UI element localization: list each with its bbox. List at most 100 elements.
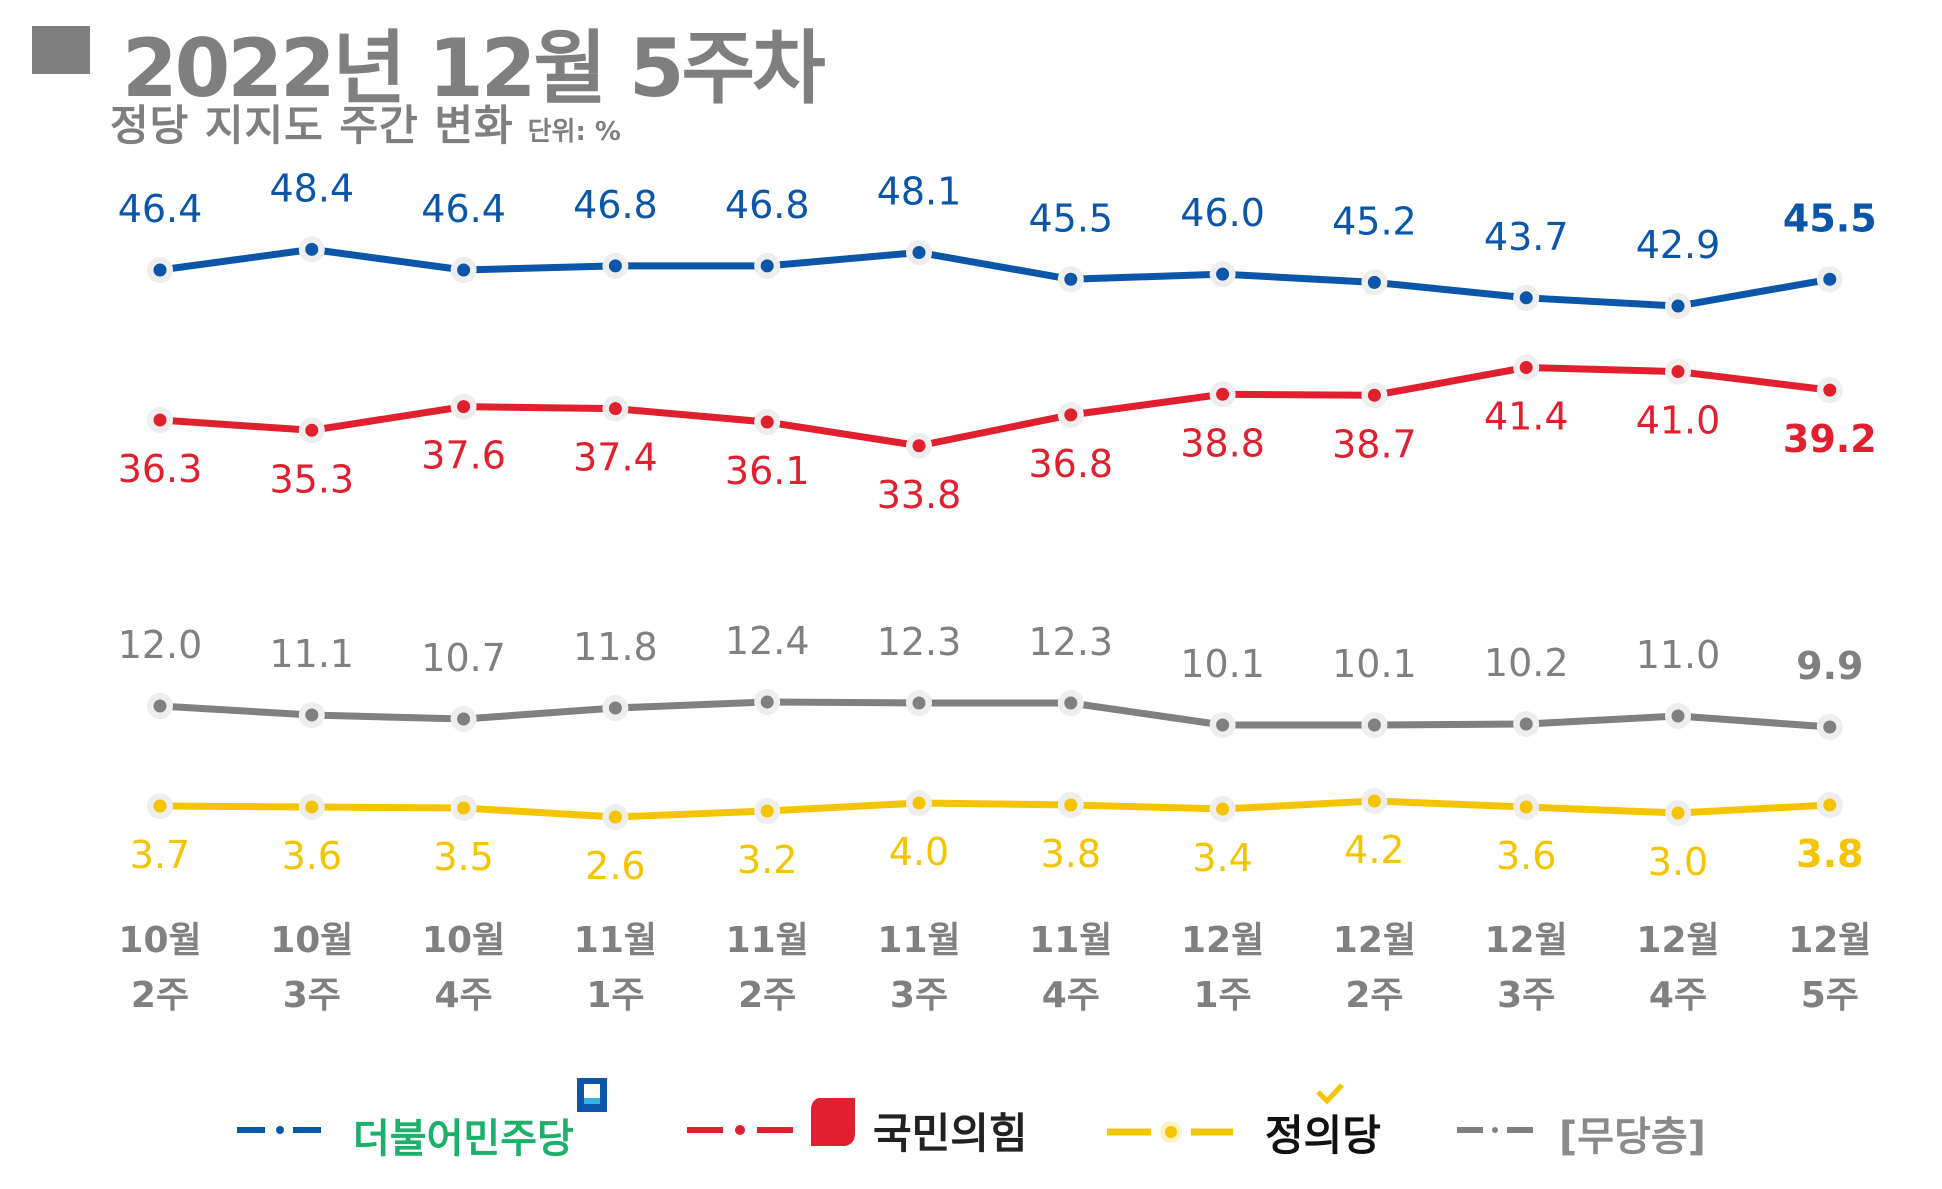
data-point [457,400,471,414]
data-point [1823,272,1837,286]
data-label: 3.7 [130,833,190,877]
data-point [1367,388,1381,402]
data-point [1367,275,1381,289]
data-label: 46.0 [1180,191,1265,235]
series-1: 46.4 48.4 46.4 46.8 46.8 48.1 45.5 46.0 45.2 43.7… [118,166,1877,320]
data-point [1519,717,1533,731]
data-label: 4.0 [889,830,949,874]
data-point [457,712,471,726]
x-tick-week: 5주 [1801,975,1859,1016]
data-point [305,423,319,437]
data-label: 35.3 [269,457,354,501]
series-3: 12.0 11.1 10.7 11.8 12.4 12.3 12.3 10.1 10.1 10.2… [118,619,1863,740]
chart-subtitle: 정당 지지도 주간 변화 [110,101,514,150]
x-tick-month: 10월 [422,920,505,961]
data-point [153,799,167,813]
data-point [1671,709,1685,723]
data-point [305,800,319,814]
data-label: 12.4 [725,619,810,663]
x-tick-month: 12월 [1788,920,1871,961]
data-point [1519,360,1533,374]
data-point [760,804,774,818]
data-point [760,415,774,429]
legend-item-ppp: 국민의힘 [685,1098,1085,1160]
data-point [912,439,926,453]
legend-item-independent: [무당층] [1455,1100,1795,1160]
data-point [153,263,167,277]
ppp-logo-icon [811,1098,855,1146]
data-label: 46.8 [573,183,658,227]
data-label: 3.4 [1192,836,1252,880]
data-label: 3.0 [1648,840,1708,884]
data-label: 3.5 [433,835,493,879]
data-label: 45.5 [1028,196,1113,240]
data-point [1216,267,1230,281]
data-label: 12.0 [118,623,203,667]
data-point [1671,365,1685,379]
x-tick-week: 4주 [435,975,493,1016]
data-label: 36.8 [1028,442,1113,486]
data-label: 42.9 [1636,223,1721,267]
series-4: 3.7 3.6 3.5 2.6 3.2 4.0 3.8 3.4 4.2 3.6 3.0 3.8 [130,788,1863,888]
data-point [1367,794,1381,808]
data-point [1671,806,1685,820]
x-tick-month: 10월 [118,920,201,961]
legend-label-justice: 정의당 [1265,1111,1381,1160]
data-point [305,708,319,722]
data-label: 36.3 [118,447,203,491]
data-label: 46.4 [421,187,506,231]
data-label: 43.7 [1484,215,1569,259]
justice-check-icon [1316,1083,1344,1105]
data-label: 2.6 [585,844,645,888]
series-line-3 [156,698,1834,731]
data-point [912,796,926,810]
data-label: 48.4 [269,166,354,210]
series-line-4 [156,797,1834,821]
data-point [912,696,926,710]
series-line-1 [156,245,1834,310]
x-tick-week: 1주 [586,975,644,1016]
x-tick-week: 3주 [890,975,948,1016]
x-tick-month: 10월 [270,920,353,961]
x-tick-week: 2주 [1345,975,1403,1016]
data-label: 12.3 [1028,620,1113,664]
x-tick-month: 11월 [574,920,657,961]
unit-label: 단위: % [527,117,621,147]
data-label: 46.4 [118,187,203,231]
data-label: 39.2 [1783,417,1877,461]
x-tick-week: 3주 [1497,975,1555,1016]
legend-item-democratic: 더불어민주당 [235,1078,635,1162]
data-point [1671,299,1685,313]
title-square-icon [32,26,90,74]
x-tick-week: 1주 [1194,975,1252,1016]
data-label: 10.2 [1484,641,1569,685]
x-tick-month: 11월 [877,920,960,961]
data-point [608,402,622,416]
data-label: 36.1 [725,449,810,493]
data-label: 3.8 [1041,832,1101,876]
data-label: 48.1 [877,169,962,213]
data-label: 11.0 [1636,633,1721,677]
data-point [1064,798,1078,812]
data-point [1519,800,1533,814]
data-label: 3.6 [1496,834,1556,878]
data-label: 3.2 [737,838,797,882]
data-point [153,413,167,427]
data-label: 3.8 [1796,832,1863,876]
data-label: 41.4 [1484,394,1569,438]
data-label: 46.8 [725,183,810,227]
data-point [608,259,622,273]
data-label: 10.1 [1180,642,1265,686]
data-label: 33.8 [877,473,962,517]
data-point [305,242,319,256]
x-tick-month: 12월 [1485,920,1568,961]
data-point [1216,802,1230,816]
data-label: 41.0 [1636,399,1721,443]
data-label: 3.6 [282,834,342,878]
data-label: 45.2 [1332,199,1417,243]
x-tick-week: 4주 [1042,975,1100,1016]
data-label: 12.3 [877,620,962,664]
data-label: 37.4 [573,436,658,480]
x-tick-week: 2주 [738,975,796,1016]
legend-label-independent: [무당층] [1559,1114,1706,1160]
